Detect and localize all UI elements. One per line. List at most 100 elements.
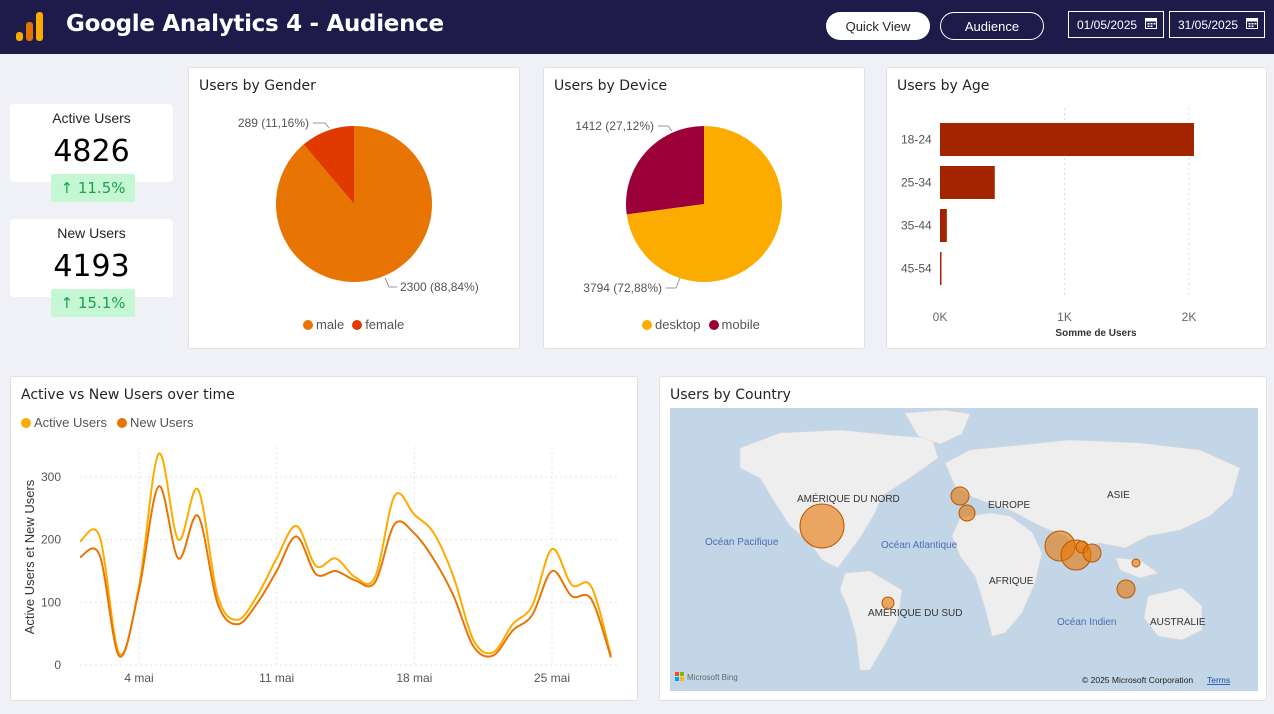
gender-pie-chart[interactable]: 289 (11,16%) 2300 (88,84%)	[189, 68, 519, 348]
age-bar-25-34[interactable]	[940, 166, 995, 199]
new-users-value: 4193	[53, 249, 130, 284]
age-x-axis-title: Somme de Users	[1055, 328, 1137, 339]
legend-item-female[interactable]: female	[352, 317, 404, 332]
quick-view-button[interactable]: Quick View	[826, 12, 930, 40]
age-bar-45-54[interactable]	[940, 252, 942, 285]
pie-slice-female[interactable]	[303, 126, 354, 204]
land-africa	[951, 512, 1043, 637]
map-labels: AMÉRIQUE DU NORD EUROPE ASIE AFRIQUE AMÉ…	[705, 490, 1206, 628]
age-tick-label: 0K	[933, 310, 948, 324]
age-bar-chart[interactable]: 0K 1K 2K 18-24 25-34 35-44 45-54 Somme de Users	[887, 68, 1266, 348]
land-masses	[739, 409, 1241, 671]
line-y-tick-label: 200	[41, 533, 61, 547]
legend-item-new-users[interactable]: New Users	[116, 415, 194, 430]
label-australia: AUSTRALIE	[1150, 617, 1206, 628]
line-y-tick-label: 300	[41, 470, 61, 484]
page-title: Google Analytics 4 - Audience	[66, 11, 444, 37]
label-north-america: AMÉRIQUE DU NORD	[797, 492, 900, 505]
pie-leader-line	[313, 122, 330, 129]
country-map-title: Users by Country	[670, 387, 791, 403]
line-y-tick-label: 0	[54, 658, 61, 672]
gender-legend: male female	[303, 317, 404, 332]
legend-item-active-users[interactable]: Active Users	[21, 415, 107, 430]
age-bar-18-24[interactable]	[940, 123, 1194, 156]
age-category-label: 18-24	[901, 133, 932, 147]
gender-chart-title: Users by Gender	[199, 78, 316, 94]
legend-label-new-users: New Users	[129, 415, 194, 430]
timeline-chart-title: Active vs New Users over time	[21, 387, 235, 403]
line-x-tick-label: 25 mai	[534, 671, 570, 685]
calendar-icon[interactable]	[1246, 17, 1258, 29]
age-category-label: 45-54	[901, 262, 932, 276]
new-users-label: New Users	[57, 225, 126, 241]
land-greenland	[904, 409, 971, 445]
line-y-axis-title: Active Users et New Users	[22, 479, 37, 634]
age-category-label: 25-34	[901, 176, 932, 190]
start-date-picker[interactable]: 01/05/2025	[1068, 11, 1164, 38]
end-date-picker[interactable]: 31/05/2025	[1169, 11, 1265, 38]
bubble-indonesia	[1116, 579, 1136, 599]
legend-label-mobile: mobile	[721, 317, 760, 332]
active-users-delta-badge: ↑ 11.5%	[51, 174, 135, 202]
line-y-tick-label: 100	[41, 595, 61, 609]
age-chart-card[interactable]: Users by Age 0K 1K 2K 18-24 25-34 35-44 45-54 S…	[886, 67, 1267, 349]
pie-leader-line	[384, 277, 397, 288]
label-asia: ASIE	[1107, 490, 1130, 501]
header-bar: Google Analytics 4 - Audience Quick View…	[0, 0, 1274, 54]
age-tick-label: 2K	[1182, 310, 1197, 324]
land-north-america	[739, 429, 939, 569]
active-users-card[interactable]: Active Users 4826 ↑ 11.5%	[10, 104, 173, 202]
pie-data-label: 1412 (27,12%)	[575, 119, 654, 133]
land-australia	[1143, 587, 1203, 641]
end-date-value: 31/05/2025	[1178, 17, 1239, 32]
bubble-bangladesh	[1082, 543, 1102, 563]
new-users-card[interactable]: New Users 4193 ↑ 15.1%	[10, 219, 173, 317]
calendar-icon[interactable]	[1145, 17, 1157, 29]
start-date-value: 01/05/2025	[1077, 17, 1138, 32]
land-eurasia	[944, 439, 1241, 549]
line-series-active-users[interactable]	[79, 452, 612, 656]
bubble-usa	[799, 503, 845, 549]
gender-chart-card[interactable]: Users by Gender 289 (11,16%) 2300 (88,84%…	[188, 67, 520, 349]
pie-slice-mobile[interactable]	[626, 126, 704, 215]
age-bar-35-44[interactable]	[940, 209, 947, 242]
land-south-america	[839, 570, 903, 671]
line-x-tick-label: 11 mai	[259, 671, 294, 685]
pie-data-label: 3794 (72,88%)	[583, 281, 662, 295]
line-x-tick-label: 4 mai	[124, 671, 153, 685]
timeline-chart-card[interactable]: Active vs New Users over time Active Use…	[10, 376, 638, 701]
analytics-logo-icon	[16, 12, 43, 41]
bubble-philippines	[1131, 558, 1141, 568]
audience-button[interactable]: Audience	[940, 12, 1044, 40]
timeline-legend: Active Users New Users	[21, 415, 194, 430]
country-bubbles[interactable]	[799, 486, 1141, 610]
bing-logo: Microsoft Bing	[675, 672, 738, 682]
label-europe: EUROPE	[988, 500, 1031, 511]
line-series-new-users[interactable]	[79, 485, 612, 658]
legend-item-desktop[interactable]: desktop	[642, 317, 701, 332]
pie-slice-desktop[interactable]	[626, 126, 782, 282]
pie-leader-line	[666, 277, 681, 289]
pie-data-label: 289 (11,16%)	[238, 116, 309, 130]
legend-label-female: female	[365, 317, 405, 332]
label-south-america: AMÉRIQUE DU SUD	[868, 606, 962, 619]
active-users-label: Active Users	[52, 110, 131, 126]
map-copyright: © 2025 Microsoft Corporation	[1082, 675, 1193, 685]
bing-label: Microsoft Bing	[687, 673, 738, 682]
legend-label-active-users: Active Users	[34, 415, 107, 430]
device-pie-chart[interactable]: 1412 (27,12%) 3794 (72,88%)	[544, 68, 864, 348]
country-map-card[interactable]: Users by Country AMÉRIQUE DU NORD EUROPE…	[659, 376, 1267, 701]
world-map[interactable]: AMÉRIQUE DU NORD EUROPE ASIE AFRIQUE AMÉ…	[670, 408, 1258, 691]
pie-leader-line	[658, 125, 673, 132]
legend-item-male[interactable]: male	[303, 317, 344, 332]
label-indian: Océan Indien	[1057, 617, 1117, 628]
label-atlantic: Océan Atlantique	[881, 540, 958, 551]
bubble-uk	[950, 486, 970, 506]
device-chart-card[interactable]: Users by Device 1412 (27,12%) 3794 (72,88…	[543, 67, 865, 349]
new-users-delta-badge: ↑ 15.1%	[51, 289, 135, 317]
legend-item-mobile[interactable]: mobile	[708, 317, 760, 332]
age-category-label: 35-44	[901, 219, 932, 233]
map-terms-link[interactable]: Terms	[1207, 675, 1230, 685]
age-chart-title: Users by Age	[897, 78, 990, 94]
